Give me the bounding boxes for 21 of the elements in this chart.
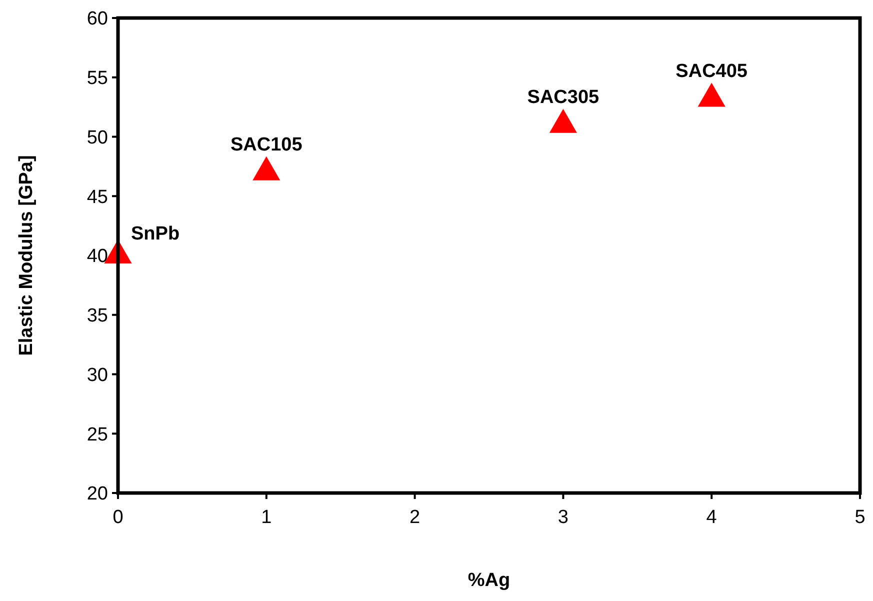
y-tick-label: 45 <box>86 186 108 208</box>
y-tick-label: 50 <box>86 127 108 148</box>
y-tick-label: 55 <box>86 68 108 90</box>
y-tick-label: 60 <box>86 8 108 30</box>
y-tick-label: 25 <box>86 424 108 446</box>
x-axis-title: %Ag <box>468 570 510 591</box>
annotation: SAC105 <box>230 134 303 156</box>
x-tick-label: 1 <box>261 507 272 528</box>
y-tick-label: 40 <box>86 246 108 268</box>
annotation: SAC405 <box>676 60 748 82</box>
y-tick-label: 30 <box>86 364 108 386</box>
y-tick-label: 35 <box>86 306 108 327</box>
annotation: SAC305 <box>527 86 600 108</box>
x-tick-label: 3 <box>558 507 568 528</box>
x-tick-label: 5 <box>854 507 866 528</box>
x-tick-label: 2 <box>410 507 420 528</box>
annotation: SnPb <box>131 224 180 244</box>
y-axis-title: Elastic Modulus [GPa] <box>16 155 37 356</box>
x-tick-label: 0 <box>112 507 124 528</box>
x-tick-label: 4 <box>706 507 718 528</box>
y-tick-label: 20 <box>86 484 108 505</box>
